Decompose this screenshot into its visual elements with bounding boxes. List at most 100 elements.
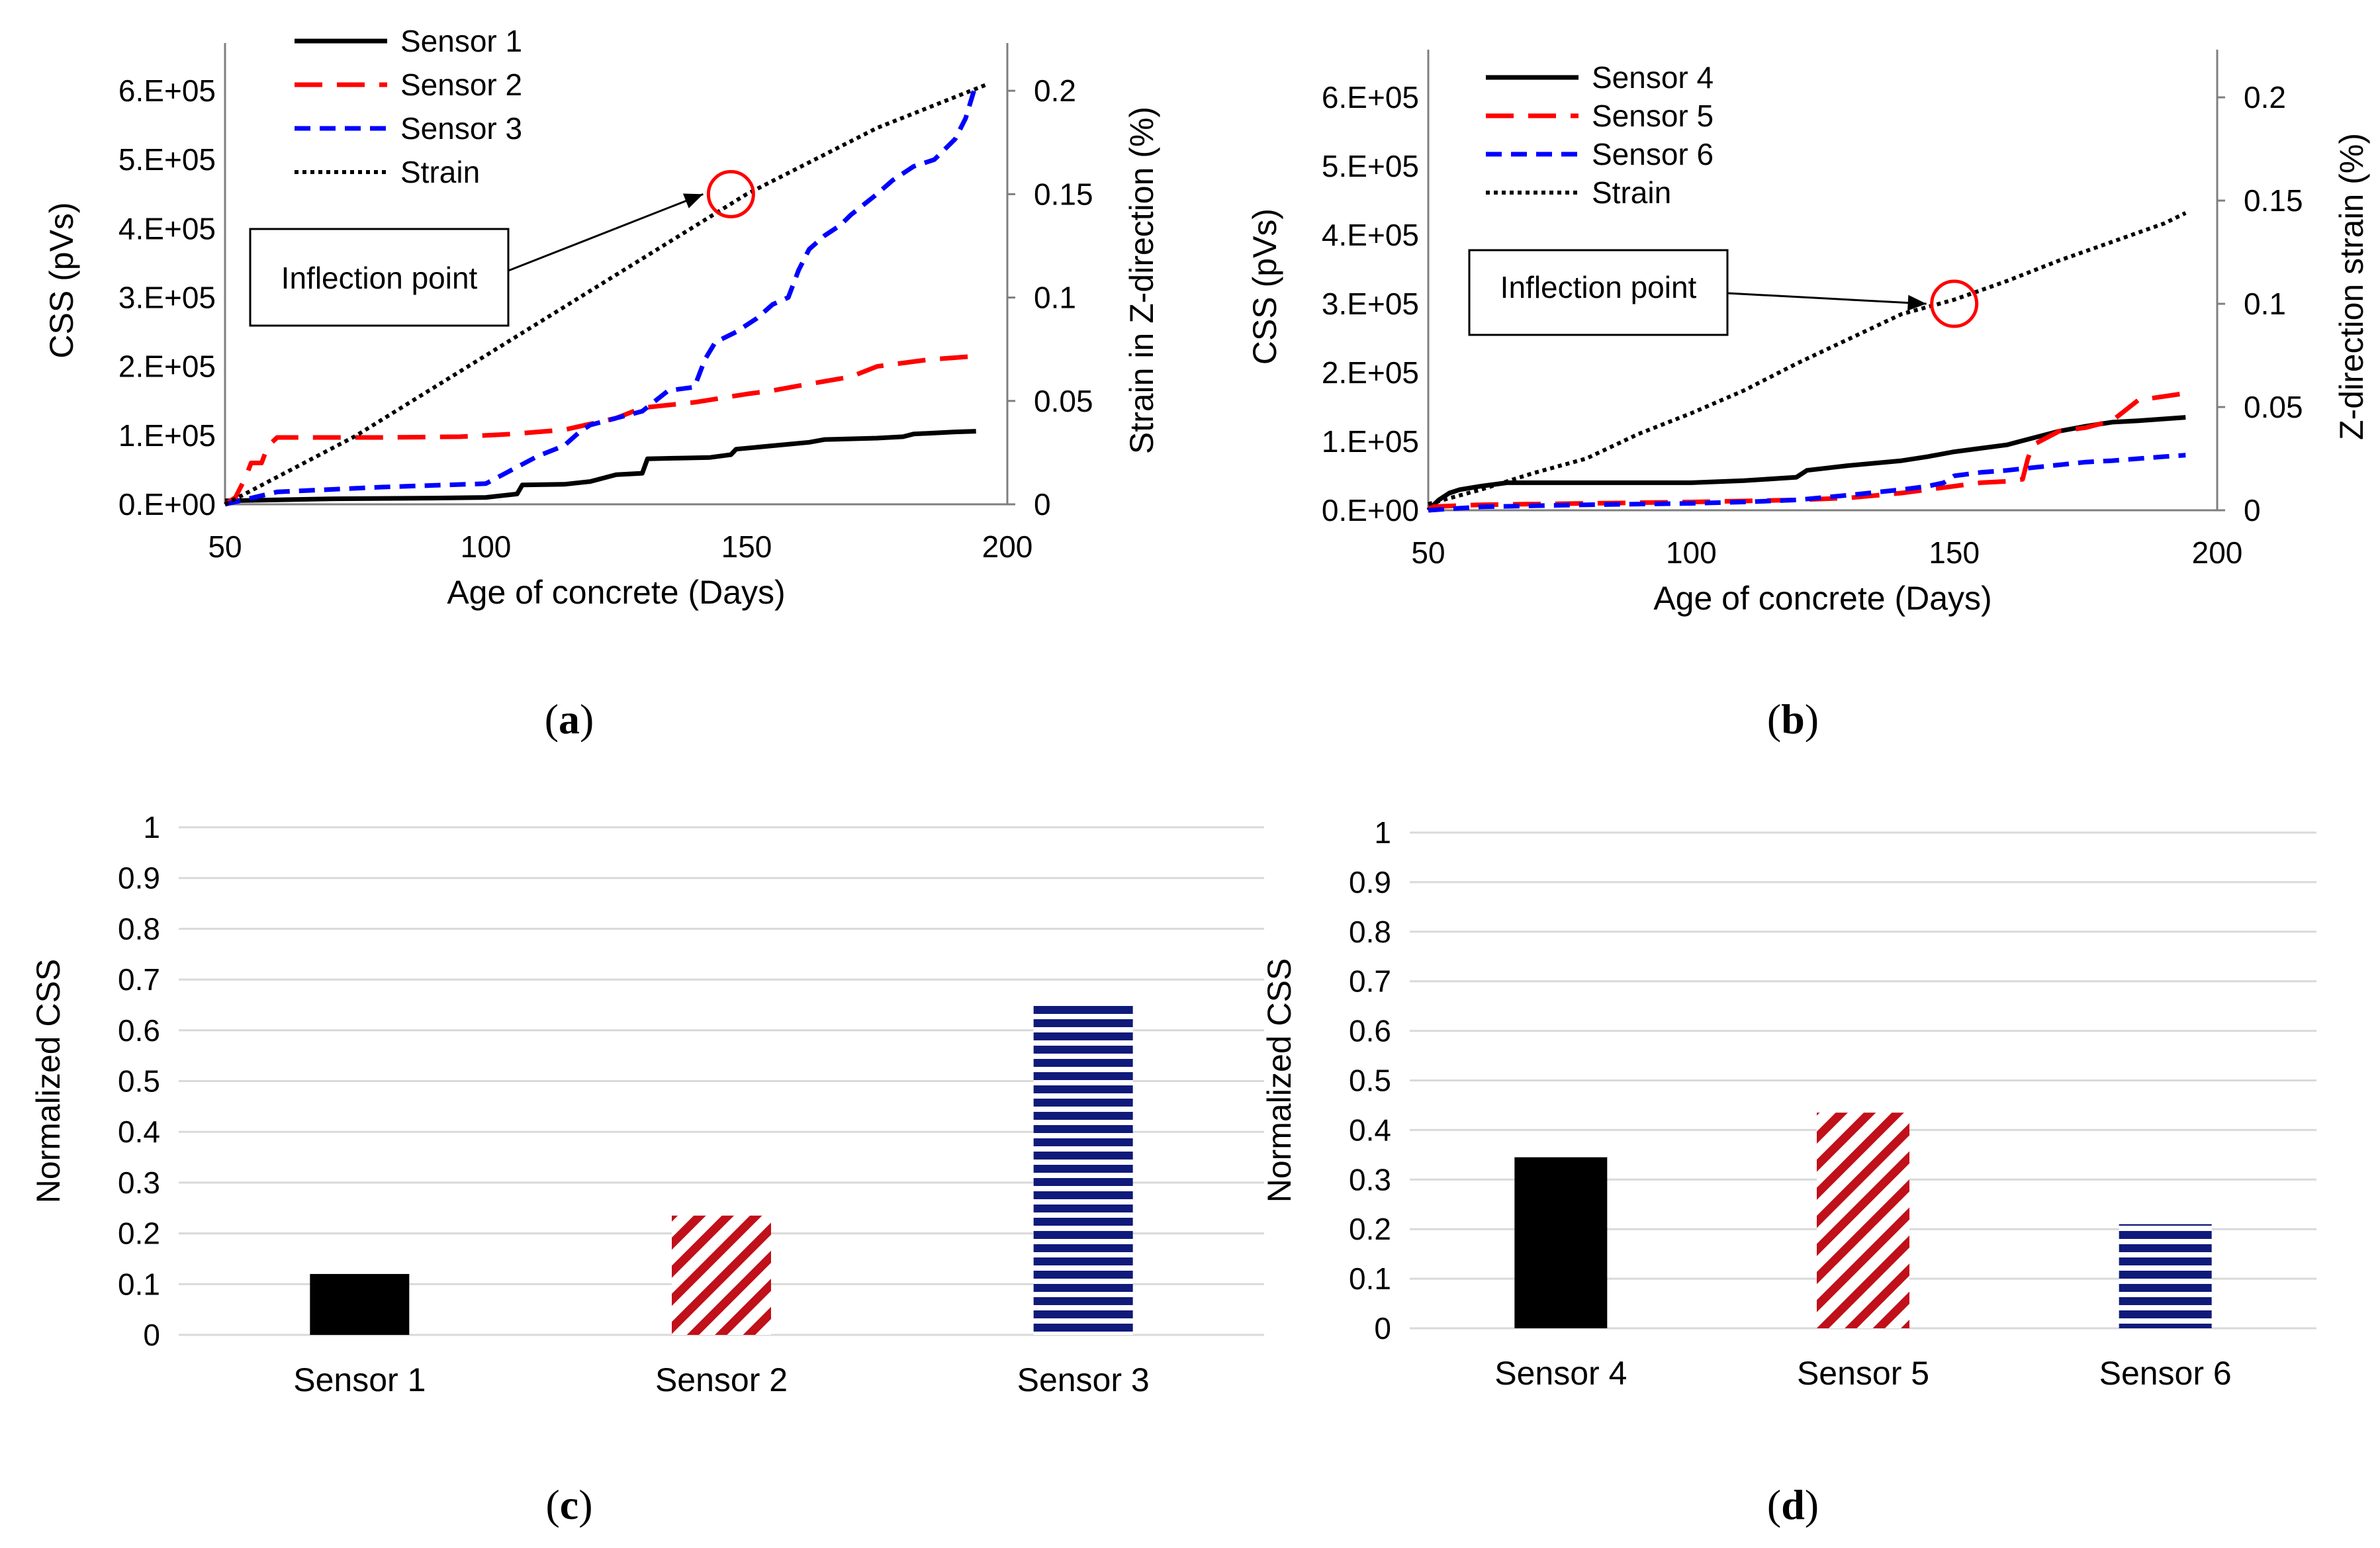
y2-tick-label: 0.15 [2244, 183, 2303, 218]
y-tick-label: 0.1 [1349, 1261, 1391, 1296]
series-line-strain [1428, 211, 2187, 506]
y-tick-label: 5.E+05 [118, 142, 216, 177]
chart-a: 50 100 150 200 0.E+00 1.E+05 2.E+05 3.E+05 4.E+0… [43, 24, 1160, 743]
legend-label: Sensor 6 [1592, 137, 1714, 171]
y-axis-label: Normalized CSS [30, 959, 67, 1204]
legend-label: Strain [1592, 175, 1671, 210]
y-tick-label: 0.7 [118, 962, 160, 997]
y-tick-label: 0 [143, 1318, 160, 1352]
y-tick-label: 0.2 [118, 1216, 160, 1251]
y-tick-label: 0.9 [118, 861, 160, 895]
x-axis-label: Age of concrete (Days) [447, 574, 785, 611]
y2-axis-label: Strain in Z-direction (%) [1123, 107, 1160, 454]
y-axis-label: CSS (pVs) [1246, 208, 1283, 365]
bar-sensor-3 [1033, 1005, 1133, 1335]
y-tick-label: 0.1 [118, 1267, 160, 1301]
y-tick-label: 0.E+00 [1322, 493, 1419, 527]
bar-sensor-5 [1817, 1113, 1909, 1328]
x-category-label: Sensor 1 [293, 1361, 426, 1398]
x-category-label: Sensor 3 [1017, 1361, 1150, 1398]
y2-tick-label: 0.05 [1034, 384, 1093, 418]
y-tick-label: 0.5 [118, 1064, 160, 1099]
panel-label: (d) [1767, 1481, 1819, 1528]
legend-label: Sensor 2 [400, 68, 522, 102]
y-tick-label: 0.6 [1349, 1014, 1391, 1048]
annotation-text: Inflection point [1500, 270, 1697, 304]
legend-label: Strain [400, 155, 480, 189]
legend-label: Sensor 1 [400, 24, 522, 58]
y-tick-label: 1.E+05 [118, 418, 216, 453]
x-category-label: Sensor 6 [2099, 1355, 2232, 1392]
y2-tick-label: 0.05 [2244, 390, 2303, 424]
inflection-point-marker [706, 169, 755, 218]
y-tick-label: 6.E+05 [118, 73, 216, 108]
x-axis-label: Age of concrete (Days) [1653, 580, 1991, 617]
y-tick-label: 1 [1374, 815, 1391, 850]
y2-tick-label: 0.2 [1034, 73, 1076, 108]
series-line-strain [224, 83, 987, 506]
annotation-text: Inflection point [281, 261, 478, 295]
y2-tick-label: 0 [2244, 493, 2261, 527]
chart-d: 0 0.1 0.2 0.3 0.4 0.5 0.6 0.7 0.8 0.9 1 Sensor 4 Sen… [1261, 815, 2316, 1528]
bar-sensor-6 [2119, 1224, 2212, 1328]
y-tick-label: 0.E+00 [118, 487, 216, 522]
annotation-arrowhead [682, 193, 704, 208]
y-tick-label: 6.E+05 [1322, 80, 1419, 114]
x-tick-label: 100 [461, 529, 512, 564]
annotation-box [249, 228, 510, 327]
y-axis-label: Normalized CSS [1261, 958, 1298, 1203]
y-tick-label: 2.E+05 [1322, 355, 1419, 390]
y-tick-label: 0.8 [1349, 915, 1391, 949]
y-tick-label: 0.4 [1349, 1113, 1391, 1147]
y2-tick-label: 0 [1034, 487, 1051, 522]
legend-label: Sensor 5 [1592, 99, 1714, 133]
y-tick-label: 1.E+05 [1322, 424, 1419, 459]
x-tick-label: 200 [982, 529, 1033, 564]
y2-tick-label: 0.15 [1034, 177, 1093, 211]
bar-sensor-1 [310, 1273, 410, 1335]
annotation-box [1468, 249, 1729, 336]
y-tick-label: 2.E+05 [118, 349, 216, 384]
y-tick-label: 1 [143, 810, 160, 844]
annotation-arrowhead [1907, 295, 1927, 311]
x-tick-label: 50 [1411, 535, 1445, 570]
y-tick-label: 3.E+05 [1322, 287, 1419, 321]
chart-c: 0 0.1 0.2 0.3 0.4 0.5 0.6 0.7 0.8 0.9 1 Sensor 1 Sen… [30, 810, 1264, 1528]
x-category-label: Sensor 5 [1797, 1355, 1929, 1392]
y-tick-label: 0.3 [1349, 1162, 1391, 1197]
x-tick-label: 150 [1929, 535, 1980, 570]
y-tick-label: 0.7 [1349, 964, 1391, 999]
series-line-sensor-3 [224, 83, 979, 507]
y-tick-label: 0.9 [1349, 865, 1391, 899]
x-tick-label: 200 [2192, 535, 2243, 570]
y-tick-label: 0.3 [118, 1165, 160, 1200]
legend-label: Sensor 4 [1592, 60, 1714, 95]
panel-label: (b) [1767, 696, 1819, 743]
inflection-point-marker [1930, 279, 1979, 328]
y-tick-label: 0.8 [118, 911, 160, 946]
y-tick-label: 0.4 [118, 1115, 160, 1149]
panel-label: (c) [545, 1481, 592, 1528]
x-tick-label: 150 [721, 529, 772, 564]
chart-b: 50 100 150 200 0.E+00 1.E+05 2.E+05 3.E+05 4.E+0… [1246, 50, 2370, 743]
x-category-label: Sensor 2 [655, 1361, 788, 1398]
annotation-arrow [508, 193, 704, 272]
y-tick-label: 0.5 [1349, 1064, 1391, 1098]
y2-tick-label: 0.1 [1034, 281, 1076, 315]
bar-sensor-2 [672, 1215, 771, 1335]
y-axis-label: CSS (pVs) [43, 202, 80, 358]
series-line-sensor-4 [1426, 415, 2186, 512]
bar-sensor-4 [1514, 1157, 1608, 1328]
legend-label: Sensor 3 [400, 111, 522, 146]
y-tick-label: 4.E+05 [118, 211, 216, 246]
series-line-sensor-6 [1428, 453, 2186, 513]
panel-label: (a) [545, 696, 594, 743]
x-tick-label: 50 [208, 529, 242, 564]
annotation-arrow [1727, 292, 1927, 305]
y-tick-label: 4.E+05 [1322, 218, 1419, 252]
y-tick-label: 0.6 [118, 1013, 160, 1048]
series-line-sensor-5 [1428, 390, 2186, 510]
y2-axis-label: Z-direction strain (%) [2333, 133, 2370, 440]
series-line-sensor-1 [224, 429, 976, 504]
